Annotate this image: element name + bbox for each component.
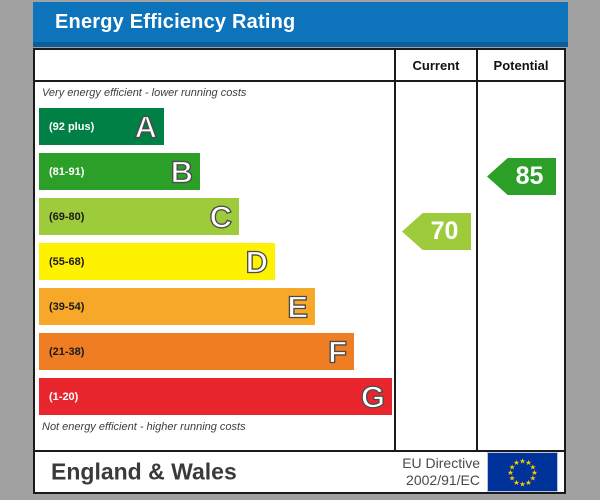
band-row-f: (21-38) F	[39, 333, 354, 370]
caption-top: Very energy efficient - lower running co…	[42, 87, 247, 99]
band-range: (92 plus)	[49, 120, 95, 133]
band-letter: B	[170, 154, 194, 189]
band-row-a: (92 plus) A	[39, 108, 164, 145]
svg-text:★: ★	[519, 480, 526, 489]
band-range: (55-68)	[49, 255, 85, 268]
current-value: 70	[430, 217, 459, 245]
band-row-e: (39-54) E	[39, 288, 315, 325]
rating-table: Current Potential Very energy efficient …	[33, 48, 566, 494]
band-range: (21-38)	[49, 345, 85, 358]
svg-text:★: ★	[507, 468, 514, 477]
band-range: (69-80)	[49, 210, 85, 223]
eu-directive-line1: EU Directive	[402, 455, 480, 471]
band-letter: D	[245, 244, 269, 279]
band-letter: G	[360, 379, 385, 414]
band-row-b: (81-91) B	[39, 153, 200, 190]
current-arrow: 70	[402, 213, 471, 250]
column-header-potential: Potential	[493, 57, 549, 73]
column-divider-right	[476, 50, 478, 452]
eu-directive-line2: 2002/91/EC	[406, 472, 480, 488]
svg-text:★: ★	[531, 468, 538, 477]
potential-value: 85	[515, 162, 544, 190]
potential-arrow: 85	[487, 158, 556, 195]
title-bar: Energy Efficiency Rating	[33, 2, 568, 47]
svg-text:★: ★	[525, 478, 532, 487]
eu-directive-label: EU Directive 2002/91/EC	[335, 455, 480, 489]
svg-text:★: ★	[525, 458, 532, 467]
band-range: (39-54)	[49, 300, 85, 313]
caption-bottom: Not energy efficient - higher running co…	[42, 421, 246, 433]
svg-text:★: ★	[519, 457, 526, 466]
band-letter: A	[134, 109, 158, 144]
svg-text:★: ★	[530, 463, 537, 472]
band-letter: F	[327, 334, 347, 369]
band-range: (81-91)	[49, 165, 85, 178]
band-letter: C	[209, 199, 233, 234]
band-row-g: (1-20) G	[39, 378, 392, 415]
svg-text:★: ★	[509, 463, 516, 472]
eu-flag-icon: ★ ★ ★ ★ ★ ★ ★ ★ ★ ★ ★ ★	[488, 453, 557, 491]
header-divider	[35, 80, 564, 82]
svg-text:★: ★	[530, 474, 537, 483]
footer-divider	[35, 450, 564, 452]
band-letter: E	[287, 289, 309, 324]
column-header-current: Current	[412, 57, 460, 73]
region-label: England & Wales	[51, 458, 237, 485]
band-range: (1-20)	[49, 390, 79, 403]
column-divider-left	[394, 50, 396, 452]
svg-text:★: ★	[513, 458, 520, 467]
band-row-c: (69-80) C	[39, 198, 239, 235]
footer: England & Wales EU Directive 2002/91/EC …	[35, 452, 564, 492]
svg-text:★: ★	[509, 474, 516, 483]
band-row-d: (55-68) D	[39, 243, 275, 280]
svg-text:★: ★	[513, 478, 520, 487]
page-title: Energy Efficiency Rating	[55, 10, 296, 33]
